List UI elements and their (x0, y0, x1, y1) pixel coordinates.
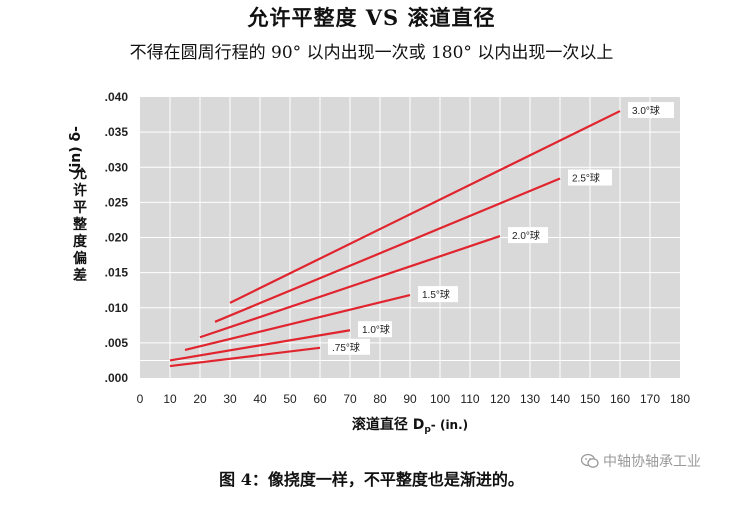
page-subtitle: 不得在圆周行程的 90° 以内出现一次或 180° 以内出现一次以上 (129, 43, 614, 63)
watermark-text: 中轴协轴承工业 (603, 454, 701, 470)
flatness-chart: 0 10 20 30 40 50 60 70 80 90 100 110 120 130 140 150 160… (68, 90, 691, 435)
series-line (199, 235, 501, 339)
wechat-icon (581, 453, 599, 468)
series-line (169, 346, 321, 368)
x-tick-label: 100 (430, 392, 450, 406)
y-axis-title-char: 差 (73, 267, 87, 284)
series-label-box (358, 321, 392, 338)
grid (140, 97, 680, 378)
series-label-text: 3.0°球 (632, 104, 660, 117)
y-axis-title-char: 许 (73, 182, 87, 199)
y-tick-label: .010 (105, 301, 129, 315)
x-axis-title-unit: - (in.) (431, 418, 468, 432)
series-line (184, 294, 411, 351)
y-axis-title-char: 允 (72, 165, 87, 182)
y-tick-label: .020 (105, 231, 129, 245)
x-tick-label: 40 (253, 392, 267, 406)
x-tick-label: 140 (550, 392, 570, 406)
y-axis-ticks: .000 .005 .010 .015 .020 .025 .030 .035 .040 (105, 90, 129, 385)
x-tick-label: 70 (343, 392, 357, 406)
series-label-box (568, 169, 612, 186)
series-label-box (508, 227, 548, 244)
y-tick-label: .035 (105, 125, 129, 139)
x-tick-label: 90 (403, 392, 417, 406)
figure-caption: 图 4：像挠度一样，不平整度也是渐进的。 (219, 470, 524, 489)
series-label: 1.0°球 (358, 321, 392, 338)
y-tick-label: .025 (105, 195, 129, 209)
x-axis-title: 滚道直径 Dp- (in.) (352, 416, 468, 435)
x-tick-label: 150 (580, 392, 600, 406)
x-tick-label: 10 (163, 392, 177, 406)
y-tick-label: .015 (105, 266, 129, 280)
series-line (169, 329, 351, 362)
series-label-text: .75°球 (332, 341, 360, 354)
x-tick-label: 130 (520, 392, 540, 406)
series-label-text: 1.0°球 (362, 323, 390, 336)
y-axis-title-char: 平 (73, 200, 87, 216)
series-label-text: 1.5°球 (422, 288, 450, 301)
x-axis-title-sub: p (424, 425, 431, 435)
series-label-text: 2.0°球 (512, 229, 540, 242)
series-label: 2.0°球 (508, 227, 548, 244)
y-axis-title-char: 度 (73, 233, 88, 250)
series-label-text: 2.5°球 (572, 171, 600, 184)
series-labels: 3.0°球 2.5°球 2.0°球 1.5°球 1.0°球.75°球 (328, 102, 674, 355)
x-tick-label: 20 (193, 392, 207, 406)
x-tick-label: 170 (640, 392, 660, 406)
series-label: 3.0°球 (628, 102, 674, 119)
x-tick-label: 30 (223, 392, 237, 406)
y-axis-title-char: 整 (72, 216, 88, 233)
x-axis-ticks: 0 10 20 30 40 50 60 70 80 90 100 110 120 130 140 150 160… (137, 392, 691, 406)
y-tick-label: .005 (105, 336, 129, 350)
x-tick-label: 180 (670, 392, 690, 406)
series-label: 2.5°球 (568, 169, 612, 186)
y-axis-title-char: 偏 (73, 250, 87, 267)
x-tick-label: 0 (137, 392, 144, 406)
x-tick-label: 160 (610, 392, 630, 406)
series-label: 1.5°球 (418, 286, 458, 303)
series-lines (169, 110, 621, 368)
x-tick-label: 50 (283, 392, 297, 406)
y-tick-label: .030 (105, 160, 129, 174)
y-tick-label: .040 (105, 90, 129, 104)
series-label-box (418, 286, 458, 303)
series-label-box (328, 338, 370, 355)
x-tick-label: 120 (490, 392, 510, 406)
x-axis-title-main: 滚道直径 (352, 416, 413, 433)
y-tick-label: .000 (105, 371, 129, 385)
series-label: .75°球 (328, 338, 370, 355)
page-title: 允许平整度 VS 滚道直径 (247, 5, 496, 30)
series-line (214, 177, 561, 323)
y-axis-symbol: (in) δ- (68, 126, 84, 174)
watermark: 中轴协轴承工业 (581, 451, 701, 471)
series-label-box (628, 102, 674, 119)
x-tick-label: 80 (373, 392, 387, 406)
x-tick-label: 110 (460, 392, 479, 406)
series-line (229, 110, 621, 304)
x-tick-label: 60 (313, 392, 327, 406)
x-axis-title-symbol: D (413, 417, 425, 433)
